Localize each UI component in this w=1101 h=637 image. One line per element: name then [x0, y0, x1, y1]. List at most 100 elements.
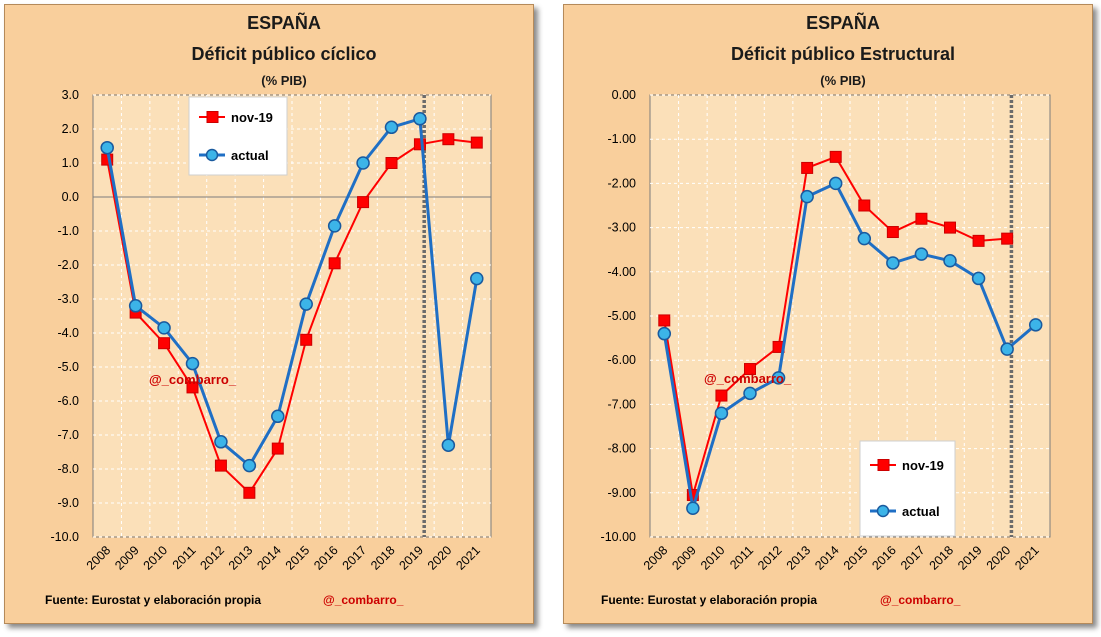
y-tick-label: -4.0 [57, 326, 79, 340]
x-tick-label: 2021 [453, 543, 483, 573]
legend-label-actual: actual [902, 504, 940, 519]
x-tick-label: 2010 [698, 543, 728, 573]
y-tick-label: 1.0 [62, 156, 79, 170]
data-point-nov-19 [944, 221, 956, 234]
data-point-actual [327, 219, 342, 233]
y-tick-label: -10.0 [51, 530, 80, 544]
x-tick-label: 2020 [984, 543, 1014, 573]
x-tick-label: 2017 [898, 543, 928, 573]
x-tick-label: 2015 [841, 543, 871, 573]
data-point-actual [771, 371, 786, 385]
data-point-actual [686, 501, 700, 516]
y-tick-label: -5.0 [57, 360, 79, 374]
chart-source: Fuente: Eurostat y elaboración propia [45, 593, 261, 607]
data-point-actual [657, 326, 672, 341]
data-point-nov-19 [801, 161, 814, 174]
chart-country: ESPAÑA [806, 12, 880, 33]
chart-panel-estructural: ESPAÑA Déficit público Estructural (% PI… [563, 4, 1093, 624]
y-tick-label: -2.0 [57, 258, 79, 272]
data-point-actual [828, 176, 843, 191]
data-point-actual [857, 231, 872, 246]
y-tick-label: -4.00 [608, 265, 637, 279]
legend-box [188, 96, 288, 176]
data-point-actual [943, 254, 957, 268]
y-tick-label: -9.00 [608, 486, 637, 500]
data-point-actual [1000, 342, 1014, 356]
y-tick-label: -7.00 [608, 397, 637, 411]
chart-subtitle: (% PIB) [820, 73, 866, 88]
y-tick-label: 0.00 [612, 88, 636, 102]
data-point-actual [971, 271, 986, 286]
legend-label-actual: actual [231, 148, 269, 163]
x-tick-label: 2015 [283, 543, 313, 573]
data-point-nov-19 [1001, 232, 1014, 245]
x-tick-label: 2008 [84, 543, 114, 573]
legend-marker-actual [876, 504, 890, 518]
x-tick-label: 2019 [396, 543, 426, 573]
data-point-nov-19 [186, 381, 199, 394]
x-tick-label: 2014 [812, 543, 842, 573]
x-tick-label: 2019 [955, 543, 985, 573]
chart-watermark: @_combarro_ [704, 371, 792, 386]
x-tick-label: 2012 [755, 543, 785, 573]
y-tick-label: -1.0 [57, 224, 79, 238]
data-point-actual [242, 458, 257, 473]
y-tick-label: -8.00 [608, 442, 637, 456]
chart-subtitle: (% PIB) [261, 73, 307, 88]
chart-panel-ciclico: ESPAÑA Déficit público cíclico (% PIB) 3… [4, 4, 534, 624]
data-point-actual [356, 156, 370, 170]
data-point-nov-19 [886, 226, 899, 239]
legend-label-nov-19: nov-19 [231, 110, 273, 125]
x-tick-label: 2009 [669, 543, 699, 573]
chart-ciclico: ESPAÑA Déficit público cíclico (% PIB) 3… [45, 12, 492, 607]
data-point-actual [470, 271, 484, 286]
data-point-nov-19 [829, 150, 842, 163]
chart-title: Déficit público Estructural [731, 44, 955, 64]
data-point-actual [441, 438, 456, 452]
data-point-nov-19 [744, 363, 756, 376]
data-point-nov-19 [214, 459, 227, 472]
legend-marker-actual [205, 148, 219, 162]
data-point-actual [185, 356, 200, 371]
data-point-actual [914, 247, 929, 261]
data-point-actual [1028, 318, 1043, 332]
chart-estructural: ESPAÑA Déficit público Estructural (% PI… [601, 12, 1051, 607]
chart-source: Fuente: Eurostat y elaboración propia [601, 593, 817, 607]
data-point-nov-19 [243, 486, 256, 499]
data-point-actual [271, 409, 285, 424]
x-tick-label: 2017 [340, 543, 370, 573]
y-tick-label: -8.0 [57, 462, 79, 476]
y-tick-label: 3.0 [62, 88, 79, 102]
x-tick-label: 2010 [141, 543, 171, 573]
chart-title: Déficit público cíclico [191, 44, 376, 64]
x-tick-label: 2009 [112, 543, 142, 573]
data-point-actual [299, 297, 313, 311]
data-point-nov-19 [357, 196, 370, 209]
x-tick-label: 2012 [197, 543, 227, 573]
data-point-nov-19 [158, 337, 171, 350]
y-tick-label: -3.00 [608, 221, 637, 235]
data-point-actual [886, 256, 900, 270]
data-point-nov-19 [915, 212, 928, 225]
data-point-actual [100, 140, 114, 155]
data-point-nov-19 [300, 333, 313, 346]
y-tick-label: -9.0 [57, 496, 79, 510]
chart-signature: @_combarro_ [323, 593, 404, 607]
x-tick-label: 2013 [226, 543, 256, 573]
x-tick-label: 2021 [1012, 543, 1042, 573]
data-point-actual [384, 120, 399, 135]
x-tick-label: 2020 [425, 543, 455, 573]
chart-country: ESPAÑA [247, 12, 321, 33]
legend-marker-nov-19 [877, 459, 890, 471]
data-point-nov-19 [413, 138, 426, 151]
y-tick-label: 0.0 [62, 190, 79, 204]
data-point-nov-19 [858, 199, 871, 212]
y-tick-label: 2.0 [62, 122, 79, 136]
legend-box [859, 440, 956, 537]
data-point-actual [157, 321, 171, 335]
data-point-nov-19 [658, 314, 671, 327]
chart-signature: @_combarro_ [880, 593, 961, 607]
x-tick-label: 2013 [784, 543, 814, 573]
y-tick-label: -5.00 [608, 309, 637, 323]
data-point-nov-19 [442, 133, 455, 146]
